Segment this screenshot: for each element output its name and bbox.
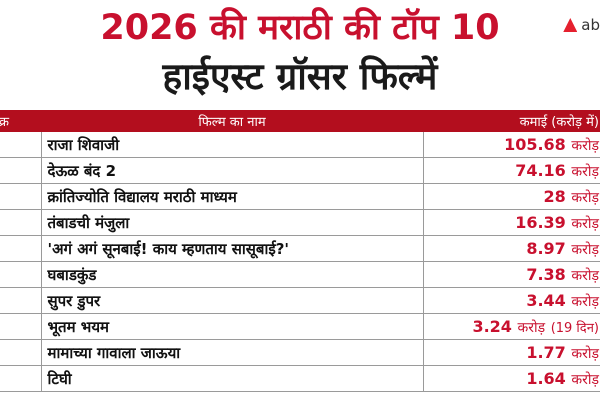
table-row: टिघी 1.64 करोड़ (0, 365, 600, 392)
earnings-unit: करोड़ (571, 345, 599, 362)
column-header-rank: क्र (0, 110, 41, 132)
film-name-cell: क्रांतिज्योति विद्यालय मराठी माध्यम (41, 183, 424, 210)
earnings-value: 7.38 (526, 264, 566, 284)
earnings-value: 1.77 (526, 342, 566, 362)
film-name-cell: मामाच्या गावाला जाऊया (41, 339, 424, 366)
earnings-cell: 105.68 करोड़ (423, 132, 600, 158)
table-row: 'अगं अगं सूनबाई! काय म्हणताय सासूबाई?' 8.… (0, 235, 600, 262)
rank-cell (0, 183, 42, 210)
table-body: राजा शिवाजी 105.68 करोड़ देऊळ बंद 2 74.16 क… (0, 132, 600, 392)
table-row: तंबाडची मंजुला 16.39 करोड़ (0, 209, 600, 236)
table-row: भूतम भयम 3.24 करोड़ (19 दिन) (0, 313, 600, 340)
logo-triangle-icon (563, 18, 578, 32)
earnings-value: 1.64 (526, 368, 566, 388)
earnings-value: 74.16 (515, 160, 566, 180)
rank-cell (0, 313, 42, 340)
earnings-value: 3.44 (526, 290, 566, 310)
earnings-value: 28 (543, 186, 566, 206)
column-header-film-name: फिल्म का नाम (41, 110, 423, 132)
film-name-cell: सुपर डुपर (41, 287, 424, 314)
table-header-row: क्र फिल्म का नाम कमाई (करोड़ में) (0, 110, 600, 132)
earnings-cell: 28 करोड़ (423, 183, 600, 210)
films-table: क्र फिल्म का नाम कमाई (करोड़ में) राजा श… (0, 110, 600, 392)
rank-cell (0, 157, 42, 184)
table-row: क्रांतिज्योति विद्यालय मराठी माध्यम 28 कर… (0, 183, 600, 210)
earnings-cell: 7.38 करोड़ (423, 261, 600, 288)
film-name-cell: टिघी (41, 365, 424, 392)
film-name-cell: घबाडकुंड (41, 261, 424, 288)
logo-text: ab (581, 16, 600, 34)
earnings-cell: 1.77 करोड़ (423, 339, 600, 366)
rank-cell (0, 132, 42, 158)
earnings-unit: करोड़ (517, 319, 546, 336)
table-row: सुपर डुपर 3.44 करोड़ (0, 287, 600, 314)
earnings-unit: करोड़ (571, 215, 599, 232)
page-title-line2: हाईएस्ट ग्रॉसर फिल्में (162, 55, 438, 98)
earnings-value: 8.97 (526, 238, 566, 258)
film-name-cell: 'अगं अगं सूनबाई! काय म्हणताय सासूबाई?' (41, 235, 424, 262)
table-row: मामाच्या गावाला जाऊया 1.77 करोड़ (0, 339, 600, 366)
table-row: देऊळ बंद 2 74.16 करोड़ (0, 157, 600, 184)
earnings-cell: 74.16 करोड़ (423, 157, 600, 184)
rank-cell (0, 365, 42, 392)
earnings-unit: करोड़ (571, 371, 599, 388)
earnings-unit: करोड़ (571, 267, 599, 284)
earnings-unit: करोड़ (571, 189, 599, 206)
earnings-cell: 1.64 करोड़ (423, 365, 600, 392)
earnings-cell: 16.39 करोड़ (423, 209, 600, 236)
film-name-cell: देऊळ बंद 2 (41, 157, 424, 184)
earnings-value: 105.68 (504, 134, 566, 154)
rank-cell (0, 287, 42, 314)
earnings-unit: करोड़ (571, 137, 599, 154)
table-row: राजा शिवाजी 105.68 करोड़ (0, 132, 600, 158)
film-name-cell: राजा शिवाजी (41, 132, 424, 158)
rank-cell (0, 261, 42, 288)
earnings-note: (19 दिन) (550, 320, 599, 336)
earnings-value: 16.39 (515, 212, 566, 232)
earnings-unit: करोड़ (571, 293, 599, 310)
earnings-cell: 3.24 करोड़ (19 दिन) (423, 313, 600, 340)
earnings-cell: 3.44 करोड़ (423, 287, 600, 314)
earnings-unit: करोड़ (571, 163, 599, 180)
film-name-cell: भूतम भयम (41, 313, 424, 340)
rank-cell (0, 339, 42, 366)
page-title-line1: 2026 की मराठी की टॉप 10 (100, 8, 500, 48)
earnings-value: 3.24 (472, 316, 512, 336)
rank-cell (0, 235, 42, 262)
brand-logo: ab (563, 14, 600, 36)
column-header-earnings: कमाई (करोड़ में) (423, 110, 600, 132)
rank-cell (0, 209, 42, 236)
table-row: घबाडकुंड 7.38 करोड़ (0, 261, 600, 288)
earnings-cell: 8.97 करोड़ (423, 235, 600, 262)
earnings-unit: करोड़ (571, 241, 599, 258)
film-name-cell: तंबाडची मंजुला (41, 209, 424, 236)
